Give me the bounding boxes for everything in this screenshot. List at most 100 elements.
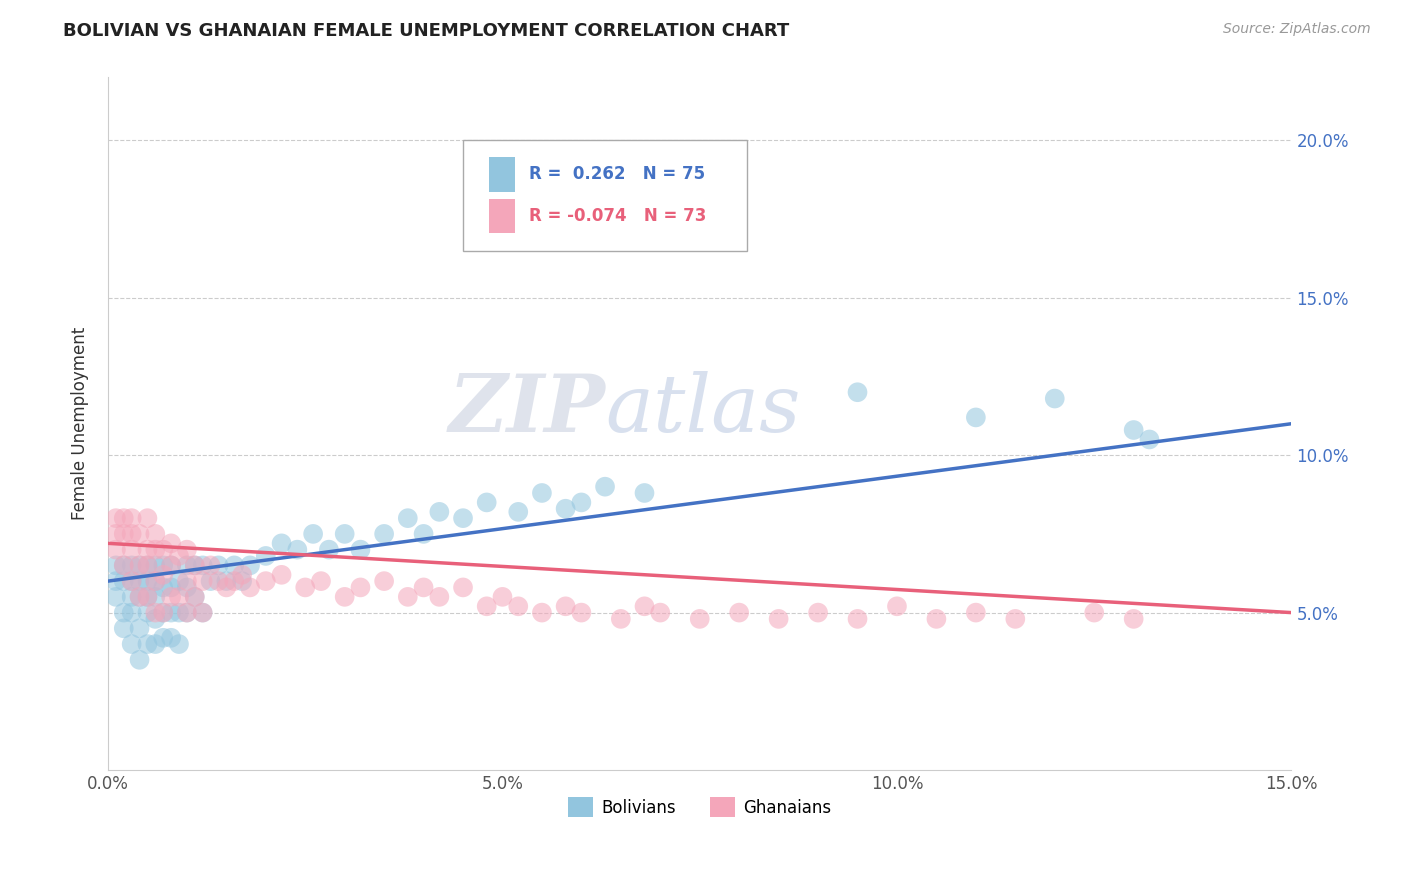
Text: R =  0.262   N = 75: R = 0.262 N = 75	[529, 165, 706, 184]
Point	[215, 581, 238, 595]
Point	[112, 558, 135, 573]
Point	[207, 574, 229, 588]
Text: atlas: atlas	[605, 371, 800, 449]
Point	[176, 606, 198, 620]
Point	[427, 505, 450, 519]
Point	[191, 574, 214, 588]
Point	[965, 606, 987, 620]
Point	[121, 574, 143, 588]
Point	[121, 637, 143, 651]
Point	[104, 511, 127, 525]
Point	[128, 558, 150, 573]
Point	[112, 511, 135, 525]
Point	[846, 612, 869, 626]
Point	[143, 590, 166, 604]
Text: R = -0.074   N = 73: R = -0.074 N = 73	[529, 207, 707, 225]
Point	[104, 527, 127, 541]
Point	[104, 574, 127, 588]
Point	[128, 653, 150, 667]
Point	[121, 542, 143, 557]
Text: ZIP: ZIP	[449, 371, 605, 449]
Point	[200, 574, 222, 588]
Point	[239, 581, 262, 595]
Legend: Bolivians, Ghanaians: Bolivians, Ghanaians	[561, 790, 838, 824]
Point	[184, 558, 207, 573]
Point	[200, 558, 222, 573]
Point	[160, 558, 183, 573]
Point	[224, 558, 246, 573]
Point	[451, 581, 474, 595]
Point	[152, 567, 174, 582]
Point	[593, 480, 616, 494]
Point	[143, 558, 166, 573]
Point	[104, 558, 127, 573]
Point	[215, 574, 238, 588]
Point	[530, 486, 553, 500]
Point	[475, 599, 498, 614]
Point	[689, 612, 711, 626]
Point	[160, 581, 183, 595]
Point	[270, 567, 292, 582]
Point	[136, 574, 159, 588]
Point	[152, 558, 174, 573]
Point	[610, 612, 633, 626]
Point	[136, 590, 159, 604]
Point	[136, 637, 159, 651]
Point	[136, 542, 159, 557]
Point	[191, 606, 214, 620]
Point	[925, 612, 948, 626]
Point	[333, 527, 356, 541]
Point	[121, 511, 143, 525]
Point	[508, 505, 530, 519]
Point	[1004, 612, 1026, 626]
Point	[1043, 392, 1066, 406]
Point	[104, 542, 127, 557]
Point	[309, 574, 332, 588]
Point	[143, 542, 166, 557]
Point	[285, 542, 308, 557]
Point	[128, 590, 150, 604]
Point	[112, 606, 135, 620]
Point	[569, 495, 592, 509]
Point	[160, 536, 183, 550]
Point	[112, 558, 135, 573]
Point	[152, 606, 174, 620]
Point	[160, 558, 183, 573]
Point	[184, 558, 207, 573]
Point	[160, 606, 183, 620]
Point	[530, 606, 553, 620]
Point	[728, 606, 751, 620]
Point	[152, 542, 174, 557]
Point	[143, 612, 166, 626]
Point	[152, 631, 174, 645]
Point	[143, 574, 166, 588]
Point	[373, 574, 395, 588]
Point	[412, 527, 434, 541]
Point	[231, 567, 253, 582]
Point	[554, 599, 576, 614]
Point	[160, 631, 183, 645]
Point	[121, 558, 143, 573]
Point	[152, 606, 174, 620]
FancyBboxPatch shape	[463, 140, 747, 251]
Point	[451, 511, 474, 525]
Point	[633, 599, 655, 614]
Point	[104, 590, 127, 604]
Point	[128, 621, 150, 635]
Point	[254, 549, 277, 563]
Point	[167, 590, 190, 604]
Point	[231, 574, 253, 588]
Point	[143, 527, 166, 541]
Point	[121, 606, 143, 620]
Point	[143, 574, 166, 588]
Point	[302, 527, 325, 541]
Point	[167, 606, 190, 620]
Point	[333, 590, 356, 604]
Y-axis label: Female Unemployment: Female Unemployment	[72, 327, 89, 520]
Point	[1139, 433, 1161, 447]
Point	[886, 599, 908, 614]
Point	[294, 581, 316, 595]
Point	[136, 606, 159, 620]
Point	[152, 581, 174, 595]
Point	[396, 590, 419, 604]
